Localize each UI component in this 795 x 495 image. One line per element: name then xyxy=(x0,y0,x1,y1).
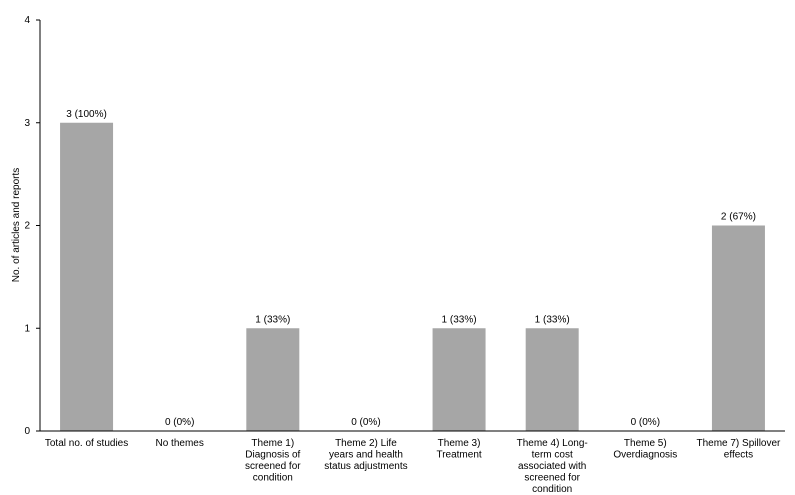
x-tick-label-line: condition xyxy=(532,484,572,495)
data-label: 2 (67%) xyxy=(721,212,756,223)
x-tick-label-line: No themes xyxy=(156,438,204,449)
x-tick-label-line: status adjustments xyxy=(324,461,407,472)
x-tick-label-line: Theme 4) Long- xyxy=(517,438,588,449)
x-tick-label-line: Theme 5) xyxy=(624,438,667,449)
y-tick-label: 3 xyxy=(24,118,30,129)
x-tick-label-line: Theme 7) Spillover xyxy=(696,438,781,449)
x-tick-labels: Total no. of studies No themes Theme 1) Dia… xyxy=(45,438,781,495)
bar xyxy=(525,328,579,431)
data-label: 1 (33%) xyxy=(255,314,290,325)
x-tick-label-line: effects xyxy=(724,450,753,461)
data-label: 1 (33%) xyxy=(535,314,570,325)
x-tick-label: Theme 5) Overdiagnosis xyxy=(613,438,677,461)
x-tick-label-line: Treatment xyxy=(436,450,481,461)
x-tick-label-line: Theme 3) xyxy=(438,438,481,449)
x-tick-label-line: screened for xyxy=(245,461,301,472)
bar xyxy=(60,122,114,431)
x-tick-label: Total no. of studies xyxy=(45,438,128,449)
x-tick-label-line: Theme 2) Life xyxy=(335,438,397,449)
y-tick-label: 0 xyxy=(24,426,30,437)
y-tick-labels: 0 1 2 3 4 xyxy=(24,15,40,437)
x-tick-label-line: Overdiagnosis xyxy=(613,450,677,461)
data-labels: 3 (100%) 0 (0%) 1 (33%) 0 (0%) 1 (33%) 1 (33%… xyxy=(66,109,756,428)
x-tick-label-line: Diagnosis of xyxy=(245,450,300,461)
x-tick-label: Theme 4) Long-term cost associated with sc… xyxy=(517,438,588,495)
data-label: 1 (33%) xyxy=(442,314,477,325)
x-tick-label-line: screened for xyxy=(524,473,580,484)
bar xyxy=(711,225,765,431)
x-tick-label-line: term cost xyxy=(532,450,573,461)
data-label: 3 (100%) xyxy=(66,109,107,120)
data-label: 0 (0%) xyxy=(351,417,380,428)
x-tick-label: Theme 1) Diagnosis of screened for conditio… xyxy=(245,438,301,484)
x-tick-label-line: Theme 1) xyxy=(251,438,294,449)
y-tick-label: 2 xyxy=(24,221,30,232)
bar xyxy=(432,328,486,431)
x-tick-label-line: condition xyxy=(253,473,293,484)
x-tick-label: Theme 3) Treatment xyxy=(436,438,481,461)
y-axis-label: No. of articles and reports xyxy=(11,168,22,283)
x-tick-label: Theme 7) Spillover effects xyxy=(696,438,781,461)
y-tick-label: 1 xyxy=(24,323,30,334)
data-label: 0 (0%) xyxy=(631,417,660,428)
x-tick-label: Theme 2) Life years and health status adju… xyxy=(324,438,407,472)
y-tick-label: 4 xyxy=(24,15,30,26)
x-tick-label: No themes xyxy=(156,438,204,449)
x-tick-label-line: years and health xyxy=(329,450,403,461)
bar xyxy=(246,328,300,431)
x-tick-label-line: Total no. of studies xyxy=(45,438,128,449)
bars xyxy=(60,122,765,431)
data-label: 0 (0%) xyxy=(165,417,194,428)
x-tick-label-line: associated with xyxy=(518,461,586,472)
